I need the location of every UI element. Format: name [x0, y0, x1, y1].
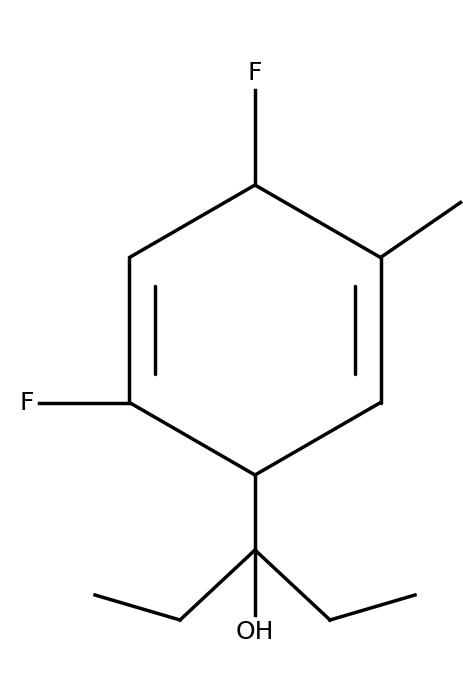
Text: F: F [247, 61, 262, 85]
Text: OH: OH [235, 620, 274, 644]
Text: F: F [20, 391, 34, 414]
